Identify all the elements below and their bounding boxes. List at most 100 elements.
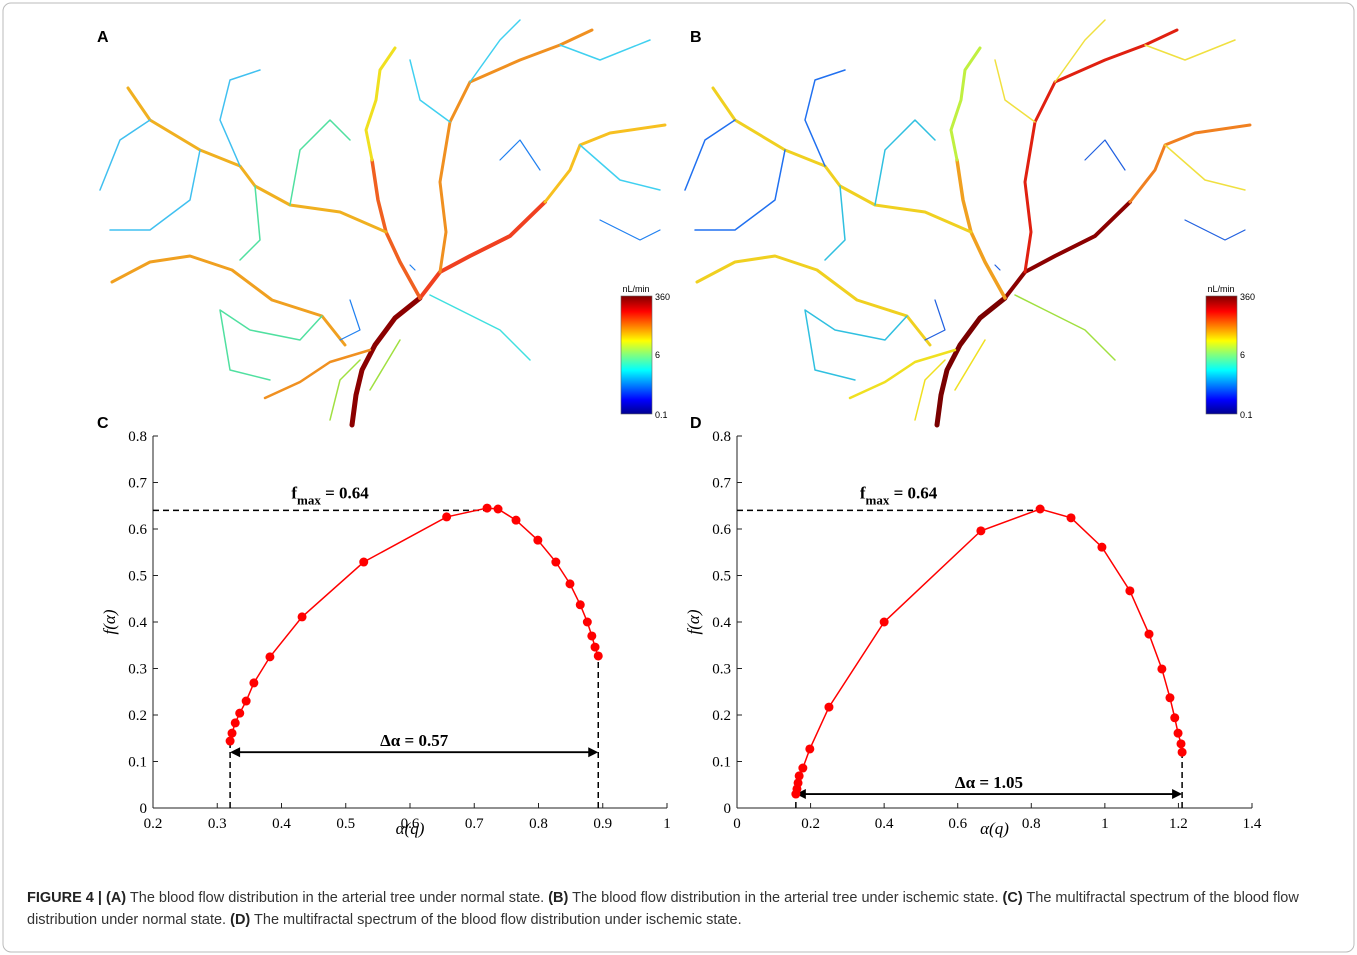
- fmax-label-suffix: = 0.64: [889, 483, 937, 502]
- x-tick-label: 1: [663, 816, 671, 832]
- data-point: [227, 728, 237, 738]
- data-point: [442, 512, 452, 522]
- colorbar-tick: 360: [655, 292, 670, 302]
- data-point: [1170, 713, 1180, 723]
- series-line: [795, 508, 1183, 795]
- x-tick-label: 0.9: [593, 816, 612, 832]
- arrow-head: [588, 747, 599, 758]
- colorbar-tick: 0.1: [655, 410, 668, 420]
- x-tick-label: 0.7: [465, 816, 484, 832]
- y-tick-label: 0: [140, 801, 148, 817]
- y-tick-label: 0.3: [128, 662, 147, 678]
- x-axis-label: α(q): [396, 819, 425, 838]
- chart: C 0 0.1 0.2 0.3 0.4 0.5 0.6 0.7 0.8 0.2 0.3 0.4 0.5 0.…: [97, 415, 671, 838]
- x-tick-label: 0.6: [401, 816, 420, 832]
- data-point: [511, 515, 521, 525]
- x-tick-label: 1.4: [1243, 816, 1262, 832]
- data-point: [1165, 693, 1175, 703]
- fmax-label: fmax = 0.64: [860, 483, 938, 507]
- data-point: [1177, 747, 1187, 757]
- data-point: [297, 612, 307, 622]
- y-tick-label: 0.2: [712, 708, 731, 724]
- x-tick-label: 0.3: [208, 816, 227, 832]
- y-tick-label: 0.8: [128, 429, 147, 445]
- data-point: [265, 652, 275, 662]
- data-point: [1035, 504, 1045, 514]
- data-point: [249, 678, 259, 688]
- x-tick-label: 0.4: [272, 816, 291, 832]
- x-axis-label: α(q): [980, 819, 1009, 838]
- chart: D 0 0.1 0.2 0.3 0.4 0.5 0.6 0.7 0.8 0 0.2 0.4 0.6 0.8 1…: [684, 415, 1262, 838]
- data-point: [1066, 513, 1076, 523]
- fmax-label-text: f: [860, 483, 866, 502]
- data-point: [533, 535, 543, 545]
- caption-part-label: (D): [230, 912, 251, 928]
- x-tick-label: 1: [1101, 816, 1109, 832]
- data-point: [976, 526, 986, 536]
- caption-part-label: (C): [1002, 890, 1023, 906]
- panel-label: D: [690, 415, 702, 432]
- colorbar: nL/min 360 6 0.1: [620, 284, 670, 420]
- y-tick-label: 0.3: [712, 662, 731, 678]
- y-tick-label: 0.4: [128, 615, 147, 631]
- data-point: [482, 503, 492, 513]
- data-point: [551, 557, 561, 567]
- caption-label: FIGURE 4 |: [27, 890, 102, 906]
- data-point: [587, 631, 597, 641]
- fmax-label: fmax = 0.64: [291, 483, 369, 507]
- y-tick-label: 0.1: [128, 755, 147, 771]
- y-axis-label: f(α): [684, 609, 703, 634]
- colorbar-tick: 6: [655, 350, 660, 360]
- y-tick-label: 0.4: [712, 615, 731, 631]
- data-point: [879, 617, 889, 627]
- y-tick-label: 0.6: [712, 522, 731, 538]
- fmax-label-suffix: = 0.64: [321, 483, 369, 502]
- x-tick-label: 0.4: [875, 816, 894, 832]
- x-tick-label: 0.6: [948, 816, 967, 832]
- colorbar-gradient: [1205, 295, 1238, 415]
- y-tick-label: 0.7: [712, 476, 731, 492]
- y-tick-label: 0.7: [128, 476, 147, 492]
- data-point: [582, 617, 592, 627]
- y-tick-label: 0.5: [128, 569, 147, 585]
- colorbar: nL/min 360 6 0.1: [1205, 284, 1255, 420]
- caption-text: The blood flow distribution in the arter…: [568, 890, 1003, 906]
- data-point: [1144, 629, 1154, 639]
- x-tick-label: 0.5: [336, 816, 355, 832]
- x-tick-label: 0.2: [801, 816, 820, 832]
- caption-text: The blood flow distribution in the arter…: [126, 890, 549, 906]
- data-point: [225, 736, 235, 746]
- caption-part-label: (A): [106, 890, 127, 906]
- caption-part-label: (B): [548, 890, 569, 906]
- arterial-tree: [99, 19, 667, 428]
- y-axis-label: f(α): [100, 609, 119, 634]
- data-point: [359, 557, 369, 567]
- y-tick-label: 0: [724, 801, 732, 817]
- data-point: [575, 600, 585, 610]
- data-point: [235, 708, 245, 718]
- arrow-head: [230, 747, 241, 758]
- x-tick-label: 0: [733, 816, 741, 832]
- fmax-label-sub: max: [866, 492, 890, 507]
- y-tick-label: 0.1: [712, 755, 731, 771]
- fmax-label-sub: max: [297, 492, 321, 507]
- colorbar-tick: 6: [1240, 350, 1245, 360]
- colorbar-tick: 0.1: [1240, 410, 1253, 420]
- y-tick-label: 0.6: [128, 522, 147, 538]
- colorbar-gradient: [620, 295, 653, 415]
- data-point: [241, 696, 251, 706]
- fmax-label-text: f: [291, 483, 297, 502]
- x-tick-label: 0.2: [144, 816, 163, 832]
- arrow-head: [795, 789, 806, 800]
- y-tick-label: 0.8: [712, 429, 731, 445]
- data-point: [565, 579, 575, 589]
- delta-alpha-label: Δα = 1.05: [955, 773, 1023, 792]
- x-tick-label: 0.8: [1022, 816, 1041, 832]
- y-tick-label: 0.5: [712, 569, 731, 585]
- delta-alpha-label: Δα = 0.57: [380, 731, 449, 750]
- caption: FIGURE 4 | (A) The blood flow distributi…: [27, 887, 1332, 931]
- colorbar-tick: 360: [1240, 292, 1255, 302]
